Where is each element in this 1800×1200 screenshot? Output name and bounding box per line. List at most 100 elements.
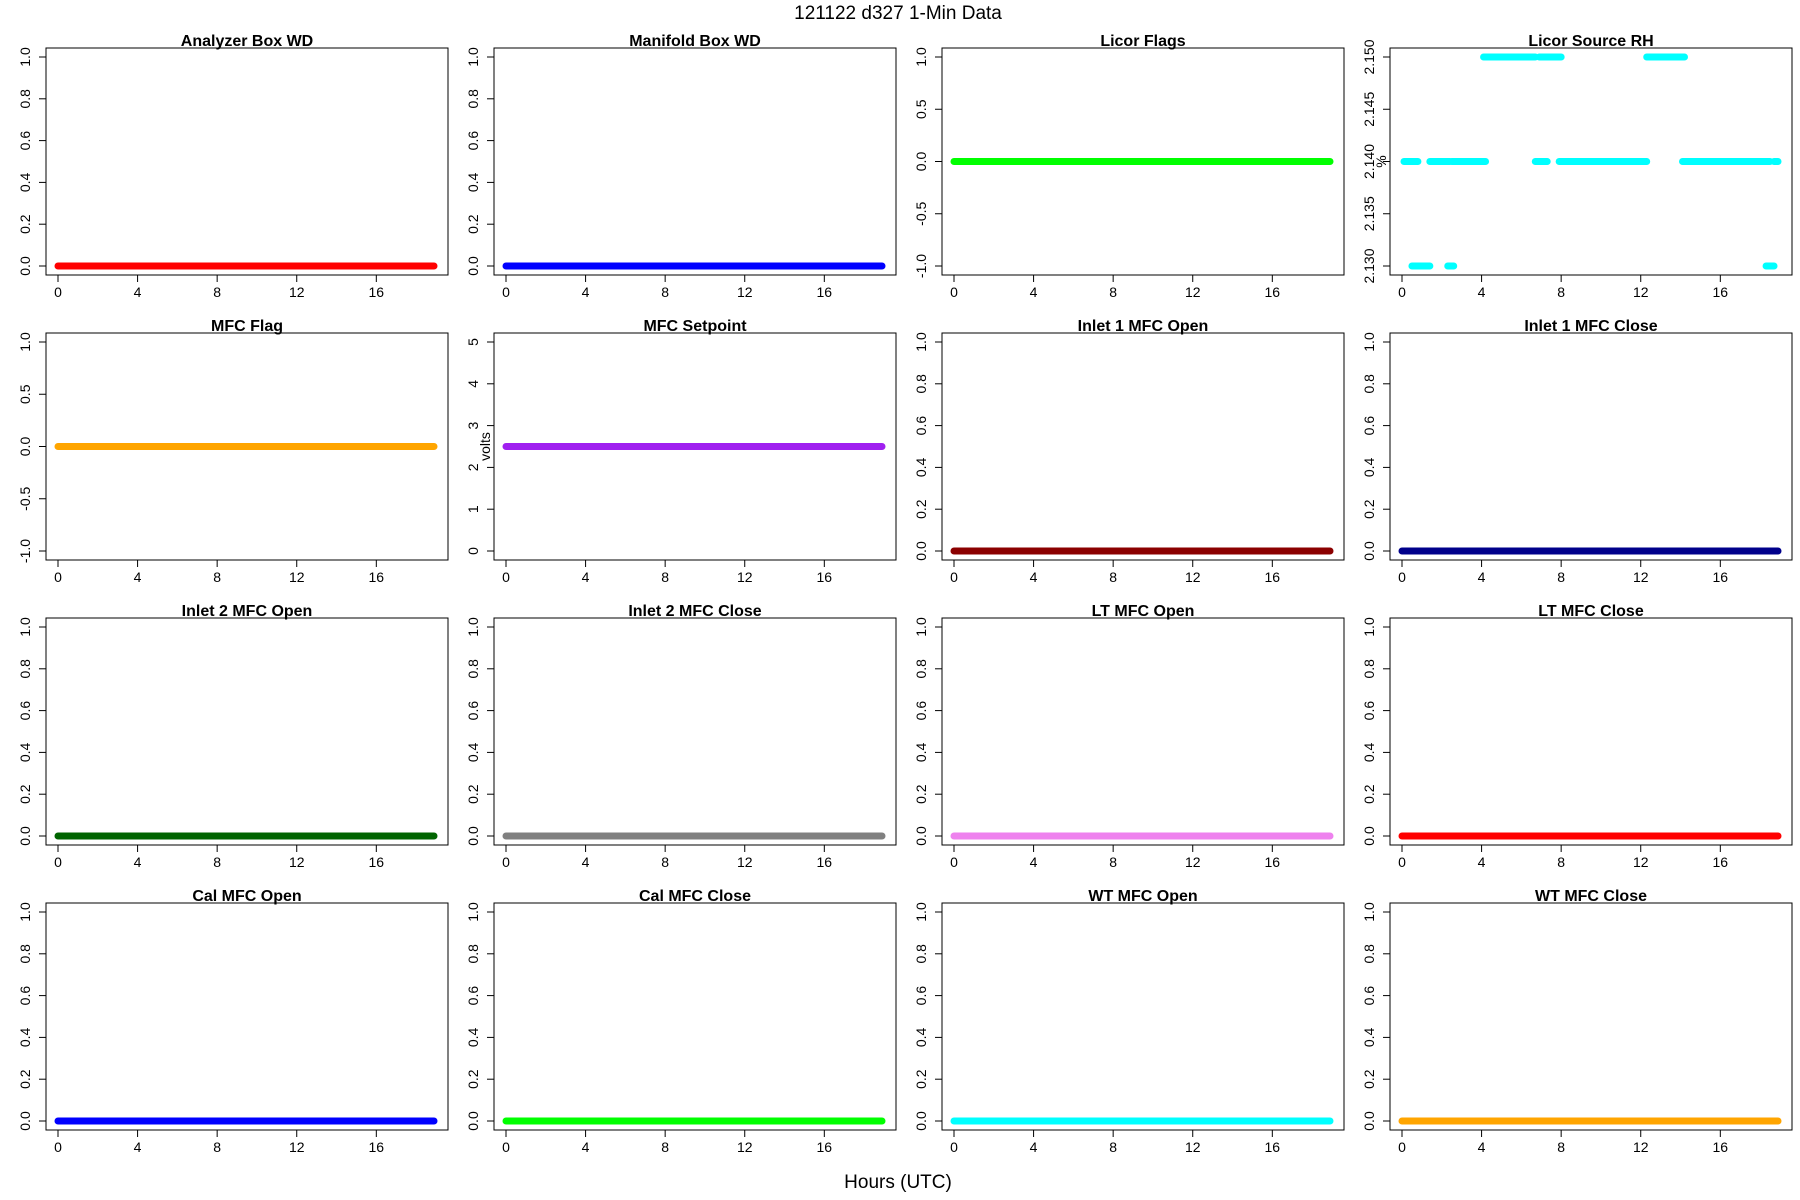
x-tick-label: 16 [369, 284, 385, 300]
y-tick-label: -1.0 [913, 254, 929, 278]
x-tick-label: 12 [737, 569, 753, 585]
figure-title: 121122 d327 1-Min Data [794, 3, 1002, 24]
y-tick-label: 0.4 [913, 1027, 929, 1047]
panel-cal-mfc-close: Cal MFC Close 0 4 8 12 16 0.0 0.2 0.4 0.6 0.8 1.0 [465, 888, 897, 1155]
x-tick-label: 12 [1185, 854, 1201, 870]
y-tick-label: 0.2 [17, 784, 33, 804]
x-tick-label: 0 [1398, 1139, 1406, 1155]
y-tick-label: 1.0 [1361, 617, 1377, 637]
x-tick-label: 4 [582, 284, 590, 300]
x-tick-label: 12 [289, 1139, 305, 1155]
panel-frame [493, 617, 897, 846]
y-tick-label: 0.8 [1361, 659, 1377, 679]
x-tick-label: 0 [1398, 854, 1406, 870]
x-tick-label: 12 [289, 284, 305, 300]
y-tick-label: 0.0 [465, 1111, 481, 1131]
panel-frame [1389, 332, 1793, 561]
panel-frame [941, 902, 1345, 1131]
x-tick-label: 8 [213, 854, 221, 870]
x-tick-label: 12 [1633, 569, 1649, 585]
y-axis-label: % [1373, 155, 1389, 167]
x-tick-label: 4 [1478, 284, 1486, 300]
y-tick-label: 1.0 [1361, 332, 1377, 352]
y-tick-label: 0.6 [17, 131, 33, 151]
x-tick-label: 12 [1185, 284, 1201, 300]
y-tick-label: 0.8 [1361, 944, 1377, 964]
y-tick-label: 2.135 [1361, 196, 1377, 231]
panel-lt-mfc-close: LT MFC Close 0 4 8 12 16 0.0 0.2 0.4 0.6 0.8 1.0 [1361, 603, 1793, 870]
panel-licor-source-rh: Licor Source RH 0 4 8 12 16 2.130 2.135 2.140 2.1… [1361, 33, 1793, 300]
panel-inlet-1-mfc-open: Inlet 1 MFC Open 0 4 8 12 16 0.0 0.2 0.4 0.6 0.8 1.… [913, 318, 1345, 585]
y-tick-label: 0.4 [1361, 742, 1377, 762]
x-tick-label: 16 [1713, 1139, 1729, 1155]
x-tick-label: 12 [1633, 854, 1649, 870]
y-tick-label: 0.0 [17, 437, 33, 457]
x-tick-label: 4 [134, 854, 142, 870]
x-axis-label: Hours (UTC) [844, 1172, 952, 1193]
panel-frame [941, 332, 1345, 561]
y-tick-label: -1.0 [17, 539, 33, 563]
y-tick-label: 0.0 [913, 152, 929, 172]
y-tick-label: 0.2 [465, 1069, 481, 1089]
y-tick-label: 0 [465, 547, 481, 555]
y-tick-label: 1.0 [913, 617, 929, 637]
x-tick-label: 16 [369, 854, 385, 870]
panel-title: WT MFC Open [1088, 888, 1197, 905]
x-tick-label: 16 [1265, 1139, 1281, 1155]
x-tick-label: 0 [502, 569, 510, 585]
x-tick-label: 0 [950, 1139, 958, 1155]
y-tick-label: 0.5 [913, 99, 929, 119]
x-tick-label: 16 [1713, 284, 1729, 300]
x-tick-label: 8 [1557, 1139, 1565, 1155]
x-tick-label: 0 [502, 1139, 510, 1155]
panel-title: Inlet 2 MFC Close [628, 603, 761, 620]
panel-title: Cal MFC Open [192, 888, 301, 905]
y-tick-label: 0.2 [913, 1069, 929, 1089]
y-tick-label: 0.6 [17, 986, 33, 1006]
panel-frame [941, 617, 1345, 846]
x-tick-label: 0 [950, 854, 958, 870]
panel-cal-mfc-open: Cal MFC Open 0 4 8 12 16 0.0 0.2 0.4 0.6 0.8 1.0 [17, 888, 449, 1155]
x-tick-label: 8 [1557, 569, 1565, 585]
x-tick-label: 12 [737, 284, 753, 300]
panel-analyzer-box-wd: Analyzer Box WD 0 4 8 12 16 0.0 0.2 0.4 0.6 0.8 1.0 [17, 33, 449, 300]
panel-frame [45, 47, 449, 276]
y-tick-label: 3 [465, 421, 481, 429]
panel-title: Cal MFC Close [639, 888, 751, 905]
y-tick-label: 2.130 [1361, 248, 1377, 283]
panel-frame [493, 902, 897, 1131]
x-tick-label: 0 [1398, 284, 1406, 300]
y-tick-label: 0.2 [1361, 499, 1377, 519]
x-tick-label: 16 [1265, 569, 1281, 585]
y-tick-label: 0.4 [17, 742, 33, 762]
y-tick-label: 0.4 [465, 172, 481, 192]
y-tick-label: 1.0 [465, 617, 481, 637]
panel-inlet-1-mfc-close: Inlet 1 MFC Close 0 4 8 12 16 0.0 0.2 0.4 0.6 0.8 1… [1361, 318, 1793, 585]
y-tick-label: 0.4 [465, 1027, 481, 1047]
panel-title: Inlet 1 MFC Close [1524, 318, 1657, 335]
y-tick-label: 0.0 [1361, 1111, 1377, 1131]
x-tick-label: 8 [1557, 284, 1565, 300]
x-tick-label: 16 [817, 1139, 833, 1155]
y-tick-label: 2 [465, 463, 481, 471]
y-tick-label: 0.0 [1361, 541, 1377, 561]
y-tick-label: 2.145 [1361, 92, 1377, 127]
y-tick-label: 1.0 [17, 47, 33, 67]
x-tick-label: 4 [582, 1139, 590, 1155]
x-tick-label: 4 [1030, 569, 1038, 585]
x-tick-label: 4 [582, 854, 590, 870]
y-tick-label: 0.8 [17, 659, 33, 679]
y-tick-label: 0.4 [17, 172, 33, 192]
y-tick-label: 5 [465, 338, 481, 346]
x-tick-label: 16 [369, 1139, 385, 1155]
x-tick-label: 4 [1478, 569, 1486, 585]
y-tick-label: 1 [465, 505, 481, 513]
x-tick-label: 0 [54, 1139, 62, 1155]
panel-title: Manifold Box WD [629, 33, 761, 50]
panel-wt-mfc-open: WT MFC Open 0 4 8 12 16 0.0 0.2 0.4 0.6 0.8 1.0 [913, 888, 1345, 1155]
x-tick-label: 16 [817, 284, 833, 300]
y-tick-label: 0.8 [913, 374, 929, 394]
y-tick-label: 0.8 [17, 944, 33, 964]
y-tick-label: 0.0 [913, 826, 929, 846]
